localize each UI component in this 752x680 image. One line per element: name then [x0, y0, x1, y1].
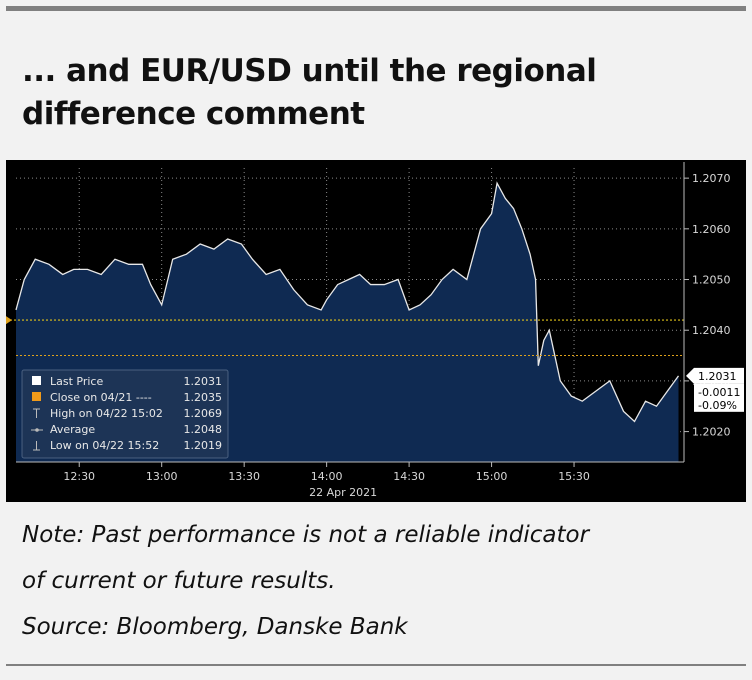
axes: 1.20201.20301.20401.20501.20601.207012:3…	[16, 162, 731, 499]
eurusd-chart: 1.20201.20301.20401.20501.20601.207012:3…	[6, 162, 744, 499]
last-price-tag	[686, 367, 744, 384]
y-tick-label: 1.2050	[692, 274, 731, 287]
last-value-tag: 1.2031 -0.0011-0.09%	[686, 367, 744, 412]
legend-marker-white-square	[32, 376, 41, 385]
notes: Note: Past performance is not a reliable…	[22, 512, 742, 650]
chart-panel: 1.20201.20301.20401.20501.20601.207012:3…	[6, 160, 746, 502]
legend-value: 1.2031	[184, 375, 223, 388]
legend-value: 1.2035	[184, 391, 223, 404]
x-tick-label: 13:00	[146, 470, 178, 483]
legend-label: Average	[50, 423, 95, 436]
source-line: Source: Bloomberg, Danske Bank	[22, 614, 408, 640]
change-text: -0.0011	[698, 386, 740, 399]
title-line-2: difference comment	[22, 96, 365, 132]
legend-marker-low	[33, 441, 40, 451]
page-title: ... and EUR/USD until the regional diffe…	[22, 50, 722, 136]
bottom-rule	[6, 664, 746, 666]
x-tick-label: 14:30	[393, 470, 425, 483]
last-price-text: 1.2031	[698, 370, 737, 383]
legend-marker-average-dot	[35, 428, 39, 432]
y-tick-label: 1.2060	[692, 223, 731, 236]
y-tick-label: 1.2020	[692, 426, 731, 439]
price-line	[15, 181, 680, 423]
legend-label: Close on 04/21 ----	[50, 391, 152, 404]
x-tick-label: 15:30	[558, 470, 590, 483]
legend-value: 1.2019	[184, 439, 223, 452]
x-tick-label: 12:30	[63, 470, 95, 483]
legend-label: High on 04/22 15:02	[50, 407, 163, 420]
note-line-2: of current or future results.	[22, 568, 336, 594]
average-marker	[6, 316, 12, 325]
legend-marker-high	[33, 408, 40, 418]
legend-label: Last Price	[50, 375, 103, 388]
legend-label: Low on 04/22 15:52	[50, 439, 159, 452]
top-rule	[6, 6, 746, 11]
reference-lines	[6, 316, 684, 357]
legend-marker-orange-square	[32, 392, 41, 401]
legend: Last Price 1.2031 Close on 04/21 ---- 1.203…	[21, 369, 229, 459]
y-tick-label: 1.2040	[692, 324, 731, 337]
change-tag	[694, 383, 744, 412]
legend-box	[21, 369, 229, 459]
x-tick-label: 15:00	[476, 470, 508, 483]
pct-change-text: -0.09%	[698, 399, 737, 412]
legend-value: 1.2048	[184, 423, 223, 436]
title-line-1: ... and EUR/USD until the regional	[22, 53, 597, 89]
note-line-1: Note: Past performance is not a reliable…	[22, 522, 590, 548]
x-tick-label: 14:00	[311, 470, 343, 483]
y-tick-label: 1.2070	[692, 172, 731, 185]
x-tick-label: 13:30	[228, 470, 260, 483]
legend-value: 1.2069	[184, 407, 223, 420]
x-axis-date-label: 22 Apr 2021	[309, 486, 377, 499]
